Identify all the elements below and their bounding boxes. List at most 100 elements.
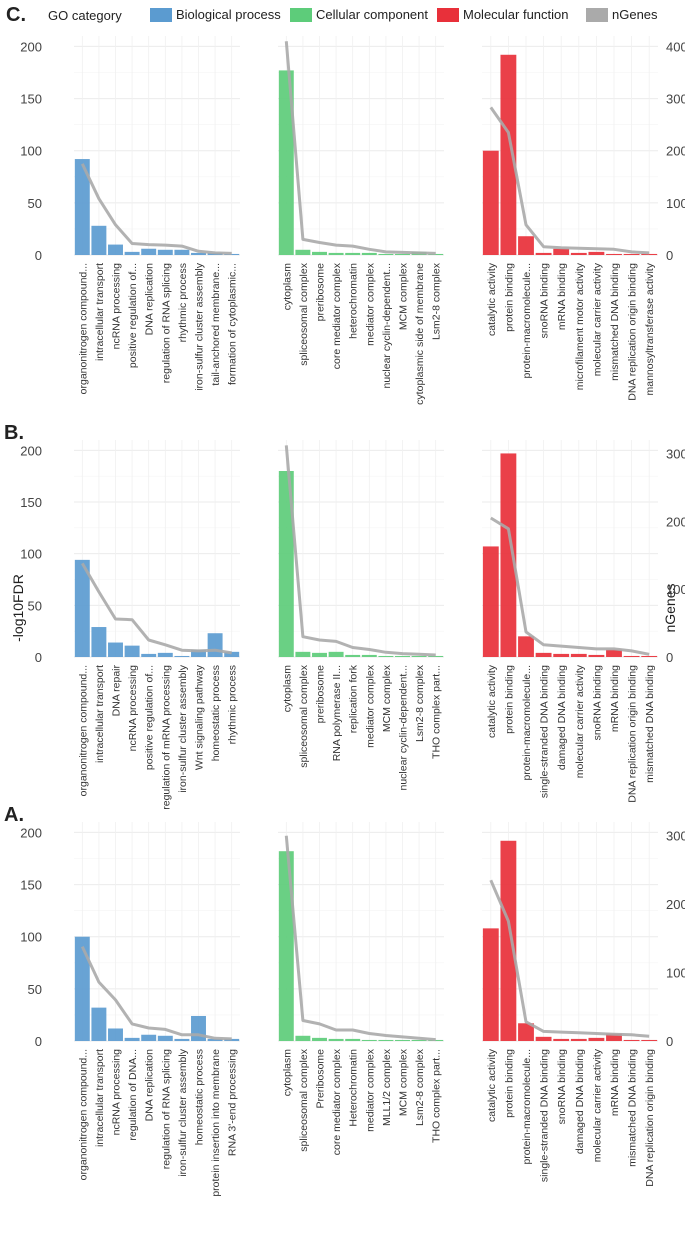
bar [141, 248, 157, 255]
bar [361, 1039, 377, 1041]
category-label: catalytic activity [486, 1048, 498, 1122]
category-label: Heterochromatin [348, 1049, 360, 1127]
bar [191, 649, 206, 657]
bar [345, 654, 361, 657]
legend-label-ngenes: nGenes [612, 7, 658, 22]
category-label: rhythmic process [227, 665, 239, 744]
category-label: Wnt signaling pathway [194, 664, 206, 770]
category-label: THO complex part... [431, 665, 443, 759]
ngenes-line [284, 41, 436, 255]
right-tick-label: 1000 [666, 966, 685, 981]
bar [312, 251, 327, 255]
bar [500, 453, 517, 657]
bar [157, 249, 173, 255]
bar [224, 253, 240, 255]
category-label: ncRNA processing [111, 1049, 123, 1136]
bar [606, 253, 622, 255]
bar [108, 642, 123, 657]
category-label: iron-sulfur cluster assembly [177, 1048, 189, 1177]
category-label: preribosome [315, 263, 327, 322]
category-label: iron-sulfur cluster assembly [177, 664, 189, 793]
category-label: regulation of RNA splicing [160, 1049, 172, 1169]
ngenes-line [80, 945, 232, 1041]
category-label: DNA replication origin binding [644, 1049, 656, 1187]
bar [124, 1037, 140, 1041]
category-label: mediator complex [364, 664, 376, 748]
bar [174, 249, 190, 255]
bar [395, 253, 410, 255]
legend-item-biological-process: Biological process [150, 7, 281, 22]
category-label: core mediator complex [331, 1048, 343, 1155]
bar [224, 1038, 240, 1041]
legend-swatch-biological-process [150, 7, 172, 22]
panel-label-a: A. [4, 804, 24, 826]
category-label: cytoplasm [281, 665, 293, 713]
bar [141, 653, 157, 657]
category-label: catalytic activity [486, 664, 498, 738]
category-label: Preribosome [315, 1049, 327, 1109]
bar [157, 1035, 173, 1041]
category-label: mannosyltransferase activity [644, 262, 656, 395]
category-label: DNA replication origin binding [627, 665, 639, 803]
bar [428, 655, 444, 657]
bar [518, 236, 534, 255]
legend: C. GO category Biological process Cellul… [0, 4, 685, 28]
category-label: molecular carrier activity [591, 1048, 603, 1162]
left-tick-label: 100 [20, 930, 42, 945]
bar [606, 649, 622, 657]
category-label: DNA replication [144, 1049, 156, 1122]
legend-item-cellular-component: Cellular component [290, 7, 428, 22]
bar [108, 244, 123, 255]
bar [623, 1039, 640, 1041]
category-label: ncRNA processing [111, 263, 123, 350]
category-label: single-stranded DNA binding [539, 1049, 551, 1182]
bar [328, 651, 344, 657]
legend-label-molecular-function: Molecular function [463, 7, 569, 22]
ngenes-line [489, 106, 650, 255]
bar [295, 249, 311, 255]
category-label: positive regulation of... [127, 263, 139, 368]
ngenes-line [284, 445, 436, 657]
bar [278, 70, 294, 256]
category-label: iron-sulfur cluster assembly [194, 262, 206, 391]
category-label: protein insertion into membrane [210, 1049, 222, 1197]
category-label: single-stranded DNA binding [539, 665, 551, 798]
bar [74, 159, 90, 255]
category-label: damaged DNA binding [556, 665, 568, 770]
category-label: damaged DNA binding [574, 1049, 586, 1154]
category-label: mRNA binding [609, 1049, 621, 1116]
ngenes-line [81, 562, 232, 655]
left-tick-label: 150 [20, 495, 42, 510]
bar [295, 1035, 311, 1041]
ngenes-line [490, 516, 650, 656]
left-tick-label: 100 [20, 144, 42, 159]
bar [141, 1034, 157, 1041]
category-label: molecular carrier activity [574, 664, 586, 778]
bar [553, 1038, 570, 1041]
bar [174, 655, 190, 657]
left-tick-label: 200 [20, 39, 42, 54]
category-label: mediator complex [364, 262, 376, 346]
right-tick-label: 1000 [666, 582, 685, 597]
category-label: cytoplasmic side of membrane [414, 263, 426, 405]
category-label: cytoplasm [281, 263, 293, 311]
category-label: DNA repair [111, 665, 123, 717]
category-label: heterochromatin [348, 263, 360, 339]
category-label: protein-macromolecule... [521, 665, 533, 781]
bar [518, 636, 534, 657]
bar [518, 1023, 534, 1041]
legend-label-cellular-component: Cellular component [316, 7, 429, 22]
right-tick-label: 0 [666, 248, 673, 263]
bar [345, 1038, 361, 1041]
bar [553, 653, 570, 657]
bar [606, 1033, 622, 1041]
bar [378, 1039, 394, 1041]
legend-item-molecular-function: Molecular function [437, 7, 569, 22]
category-label: tail-anchored membrane... [210, 263, 222, 386]
category-label: Lsm2-8 complex [431, 262, 443, 340]
bar [482, 150, 499, 255]
right-tick-label: 3000 [666, 447, 685, 462]
bar [553, 248, 570, 255]
